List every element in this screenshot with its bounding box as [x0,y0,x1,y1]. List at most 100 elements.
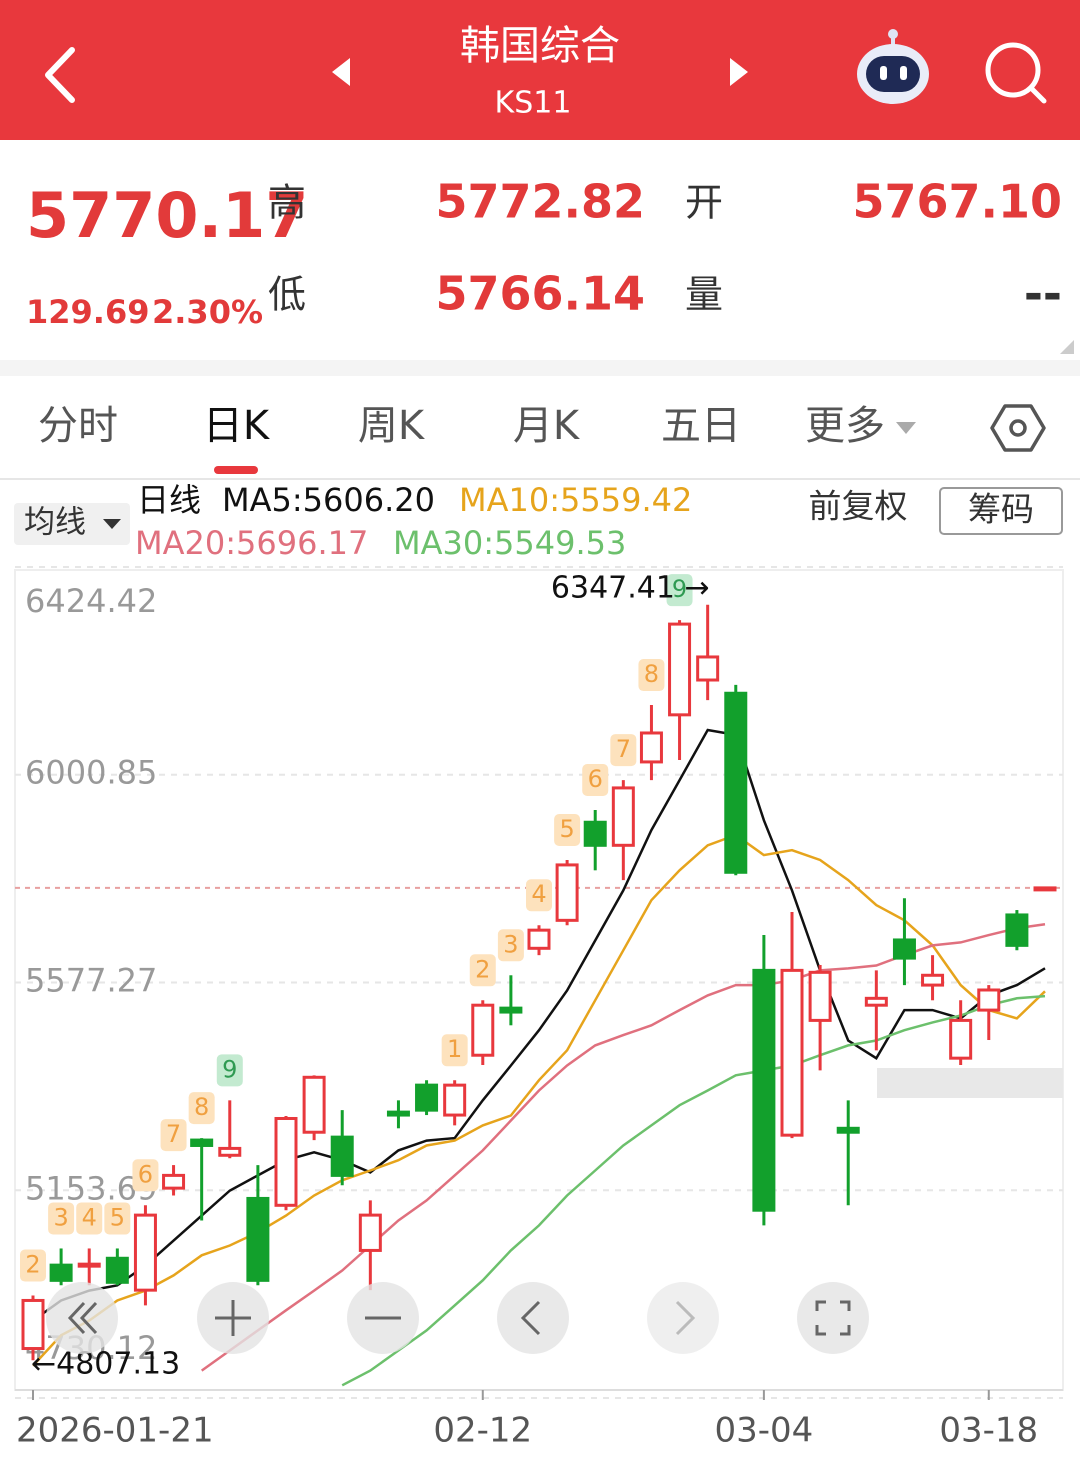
candle-body [977,988,1001,1012]
x-tick-label: 02-12 [433,1411,532,1451]
icon [520,1300,541,1336]
candle-body [949,1018,973,1060]
candle-body [696,655,720,682]
y-tick-label: 6000.85 [25,754,157,792]
td-label: 3 [53,1203,68,1231]
change-pct: 2.30% [152,293,263,331]
chips-button-box[interactable] [939,487,1063,535]
icon [675,1300,696,1336]
td-badge [20,1249,46,1282]
min-annotation: ←4807.13 [31,1347,180,1382]
back-button[interactable] [45,47,75,103]
td-badge [554,814,581,847]
search-button[interactable] [985,42,1047,104]
tab[interactable]: 周K [358,403,426,449]
candle-body [639,731,663,764]
candle-body [190,1138,214,1147]
td-badge [638,659,665,692]
legend-entry: MA5:5606.20 [222,481,435,519]
candle-body [330,1135,354,1177]
candle-body [808,970,832,1022]
tab[interactable]: 更多 [805,403,885,449]
td-badge [497,929,524,962]
td-badge [469,954,496,987]
adjust-mode[interactable]: 前复权 [809,487,908,526]
open-label: 开 [685,181,723,225]
candle-body [836,1126,860,1134]
robot-eye [880,66,887,80]
prev-button[interactable] [332,58,350,86]
td-label: 4 [82,1203,97,1231]
ma-line [32,728,1046,1322]
candle-body [583,820,607,847]
td-badge [526,879,552,912]
tab[interactable]: 五日 [661,403,741,449]
tab[interactable]: 日K [203,403,271,449]
high-label: 高 [268,181,306,225]
td-label: 5 [559,815,574,843]
fullscreen-button[interactable] [797,1282,869,1354]
td-label: 5 [110,1203,125,1231]
high-value: 5772.82 [435,175,645,229]
td-label: 6 [138,1160,153,1188]
assistant-button[interactable] [857,29,929,104]
chips-button[interactable]: 筹码 [968,490,1034,529]
icon [815,1300,851,1336]
td-badge [48,1202,75,1235]
scroll-left-button[interactable] [497,1282,569,1354]
td-badge [104,1202,131,1235]
indicator-menu-box[interactable] [14,503,130,545]
series-label: 日线 [137,481,201,519]
separator [0,360,1080,376]
td-label: 2 [475,955,490,983]
change: 129.69 [26,293,149,331]
tab-bar: 分时 日K 周K 月K 五日 更多 [38,403,885,474]
robot-face [866,56,920,92]
candle-body [1033,886,1057,892]
td-label: 6 [588,765,603,793]
next-button[interactable] [730,58,748,86]
volume-value: -- [1024,267,1062,321]
candle-body [668,622,692,717]
candle-body [415,1083,439,1112]
candle-body [105,1256,129,1284]
td-label: 7 [166,1120,181,1148]
td-badge [582,763,609,796]
indicator-menu[interactable]: 均线 [24,505,86,541]
candle-body [499,1006,523,1014]
last-price: 5770.17 [26,179,308,252]
td-badge [132,1159,159,1192]
icon [79,1301,98,1335]
td-label: 1 [447,1035,462,1063]
candle-body [724,691,748,874]
expand-corner[interactable] [1060,340,1074,354]
td-badge [76,1202,103,1235]
antenna-tip [888,29,898,39]
candle-body [358,1213,382,1252]
volume-label: 量 [685,273,723,317]
chart-controls [46,1282,869,1354]
tab[interactable]: 分时 [38,403,118,449]
x-axis: 2026-01-21 02-12 03-04 03-18 [15,1389,1063,1451]
tab[interactable]: 月K [513,403,581,449]
icon [67,1301,86,1335]
candle-body [780,968,804,1137]
td-badge [666,574,693,607]
settings-dot [1009,419,1027,437]
td-badge [441,1034,468,1067]
candle-body [302,1075,326,1134]
search-lens [985,42,1041,98]
candle-body [274,1116,298,1207]
open-value: 5767.10 [852,175,1062,229]
candle-body [1005,913,1029,947]
candle-body [246,1196,270,1282]
y-tick-label: 5577.27 [25,962,157,1000]
plot-area: 6424.426000.855577.275153.694730.1223456… [15,566,1063,1399]
search-handle [1028,85,1047,104]
code: KS11 [495,86,572,121]
scroll-right-button[interactable] [647,1282,719,1354]
settings-button[interactable] [990,404,1046,452]
title: 韩国综合 [460,23,620,69]
